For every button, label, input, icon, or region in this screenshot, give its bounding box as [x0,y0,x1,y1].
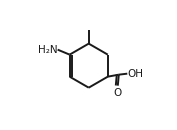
Text: OH: OH [128,69,144,79]
Text: O: O [114,88,122,98]
Text: H₂N: H₂N [38,45,57,55]
